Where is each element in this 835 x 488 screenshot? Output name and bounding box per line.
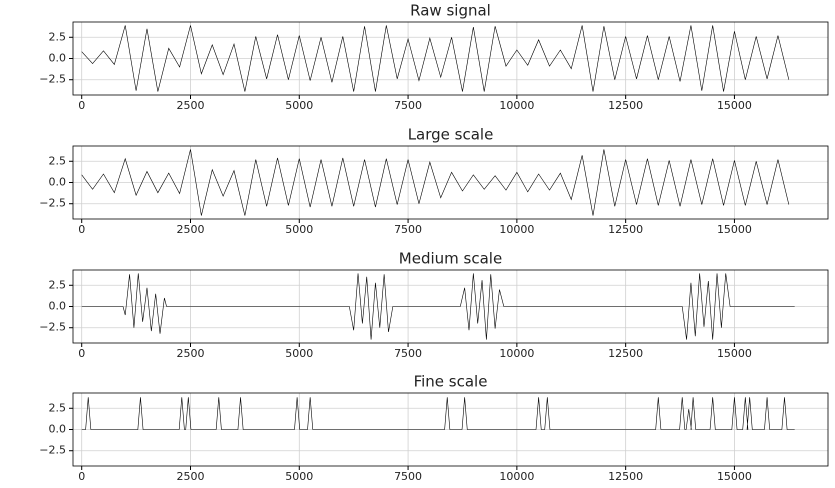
chart-title: Fine scale <box>414 373 488 391</box>
x-tick-label: 2500 <box>176 347 204 360</box>
x-tick-label: 5000 <box>285 470 313 483</box>
plot-frame <box>72 392 829 467</box>
x-tick-label: 15000 <box>717 99 752 112</box>
x-tick-label: 15000 <box>717 470 752 483</box>
x-tick-label: 12500 <box>608 470 643 483</box>
x-tick-label: 0 <box>78 223 85 236</box>
x-tick-label: 10000 <box>499 470 534 483</box>
signal-line <box>81 273 795 340</box>
y-tick-label: 2.5 <box>49 278 67 291</box>
x-tick-label: 10000 <box>499 223 534 236</box>
signal-line <box>81 25 790 92</box>
y-tick-label: 0.0 <box>49 52 67 65</box>
x-tick-label: 2500 <box>176 223 204 236</box>
y-tick-label: −2.5 <box>39 197 66 210</box>
chart-title: Raw signal <box>410 2 491 20</box>
x-tick-label: 10000 <box>499 347 534 360</box>
y-tick-label: 2.5 <box>49 401 67 414</box>
plot-frame <box>72 145 829 220</box>
y-tick-label: −2.5 <box>39 444 66 457</box>
x-tick-label: 5000 <box>285 99 313 112</box>
y-tick-label: 2.5 <box>49 154 67 167</box>
chart-title: Large scale <box>408 126 494 144</box>
x-tick-label: 7500 <box>394 470 422 483</box>
x-tick-label: 2500 <box>176 99 204 112</box>
x-tick-label: 5000 <box>285 223 313 236</box>
x-tick-label: 12500 <box>608 347 643 360</box>
x-tick-label: 0 <box>78 99 85 112</box>
x-tick-label: 10000 <box>499 99 534 112</box>
plot-frame <box>72 21 829 96</box>
x-tick-label: 7500 <box>394 347 422 360</box>
x-tick-label: 12500 <box>608 99 643 112</box>
y-tick-label: −2.5 <box>39 321 66 334</box>
signal-line <box>81 149 790 216</box>
x-tick-label: 15000 <box>717 223 752 236</box>
y-tick-label: 0.0 <box>49 423 67 436</box>
y-tick-label: −2.5 <box>39 73 66 86</box>
y-tick-label: 2.5 <box>49 30 67 43</box>
x-tick-label: 7500 <box>394 223 422 236</box>
x-tick-label: 7500 <box>394 99 422 112</box>
y-tick-label: 0.0 <box>49 300 67 313</box>
x-tick-label: 0 <box>78 470 85 483</box>
x-tick-label: 15000 <box>717 347 752 360</box>
chart-title: Medium scale <box>399 250 502 268</box>
x-tick-label: 0 <box>78 347 85 360</box>
x-tick-label: 2500 <box>176 470 204 483</box>
x-tick-label: 5000 <box>285 347 313 360</box>
x-tick-label: 12500 <box>608 223 643 236</box>
y-tick-label: 0.0 <box>49 176 67 189</box>
signal-line <box>81 397 795 430</box>
plot-frame <box>72 269 829 344</box>
